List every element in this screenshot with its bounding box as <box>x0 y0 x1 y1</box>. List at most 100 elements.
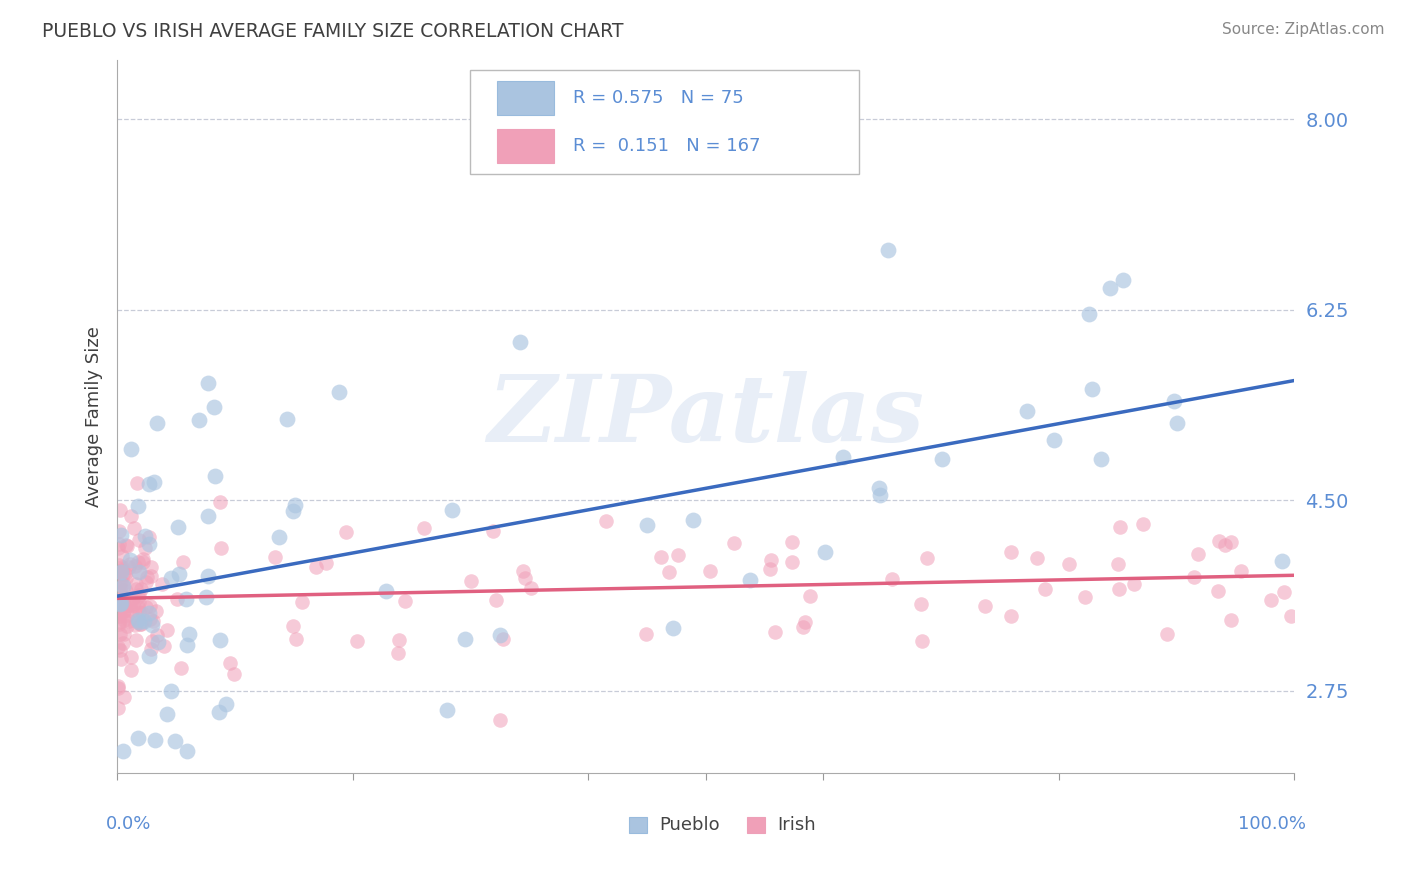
Point <box>868 481 890 495</box>
Point <box>108 615 131 630</box>
Point <box>128 605 150 619</box>
Point <box>110 601 132 615</box>
Point <box>662 621 685 635</box>
Point <box>387 646 409 660</box>
Point <box>519 582 541 596</box>
Point <box>328 385 350 400</box>
Point <box>124 559 146 574</box>
Point <box>141 634 163 648</box>
Point <box>1057 557 1080 571</box>
Point <box>129 616 152 631</box>
Point <box>139 599 162 613</box>
Point <box>267 530 290 544</box>
Point <box>118 552 141 566</box>
Point <box>159 683 181 698</box>
Point <box>115 539 138 553</box>
Point <box>135 599 157 614</box>
Point <box>759 552 782 566</box>
Point <box>291 595 314 609</box>
Point <box>1219 534 1241 549</box>
Point <box>112 603 135 617</box>
Point <box>112 690 135 705</box>
Point <box>440 502 463 516</box>
Point <box>1112 273 1135 287</box>
Point <box>1163 394 1185 409</box>
Point <box>108 524 131 538</box>
Point <box>792 620 814 634</box>
Point <box>111 563 134 577</box>
Point <box>179 626 201 640</box>
Point <box>208 633 231 648</box>
Point <box>763 624 786 639</box>
Point <box>1000 609 1022 624</box>
Point <box>120 558 142 572</box>
Point <box>153 639 176 653</box>
Point <box>110 564 132 578</box>
Point <box>111 582 134 597</box>
Point <box>276 412 298 426</box>
Point <box>197 509 219 524</box>
Point <box>132 555 155 569</box>
Point <box>491 632 513 646</box>
Point <box>138 648 160 663</box>
Point <box>112 579 135 593</box>
Point <box>120 650 142 665</box>
Point <box>108 586 131 600</box>
Point <box>115 584 138 599</box>
Point <box>636 518 658 533</box>
Point <box>128 566 150 580</box>
Point <box>110 642 132 657</box>
Point <box>111 549 134 564</box>
Point <box>488 628 510 642</box>
Point <box>142 475 165 489</box>
Point <box>1108 519 1130 533</box>
Point <box>121 591 143 606</box>
Text: ZIPatlas: ZIPatlas <box>488 371 924 461</box>
Point <box>208 706 231 720</box>
Point <box>159 571 181 585</box>
Point <box>128 533 150 547</box>
Point <box>1230 564 1253 578</box>
Text: R =  0.151   N = 167: R = 0.151 N = 167 <box>572 137 761 155</box>
Point <box>107 568 129 582</box>
Point <box>1270 554 1292 568</box>
Point <box>1080 382 1102 396</box>
Point <box>1260 592 1282 607</box>
Point <box>167 520 190 534</box>
Point <box>346 633 368 648</box>
Point <box>915 551 938 566</box>
Y-axis label: Average Family Size: Average Family Size <box>86 326 103 507</box>
Point <box>141 618 163 632</box>
Point <box>111 559 134 574</box>
Point <box>138 606 160 620</box>
Point <box>120 663 142 677</box>
Point <box>285 632 308 647</box>
Point <box>166 591 188 606</box>
Point <box>107 681 129 695</box>
Point <box>127 499 149 513</box>
Point <box>127 600 149 615</box>
Point <box>176 744 198 758</box>
Point <box>107 679 129 693</box>
Point <box>141 569 163 583</box>
Point <box>1043 434 1066 448</box>
Point <box>120 442 142 456</box>
Text: Source: ZipAtlas.com: Source: ZipAtlas.com <box>1222 22 1385 37</box>
Point <box>107 606 129 620</box>
Point <box>723 536 745 550</box>
Point <box>222 667 245 681</box>
Point <box>111 562 134 576</box>
Point <box>973 599 995 614</box>
Point <box>814 545 837 559</box>
Point <box>831 450 853 464</box>
FancyBboxPatch shape <box>498 81 554 115</box>
Point <box>115 538 138 552</box>
Point <box>127 555 149 569</box>
Point <box>117 618 139 632</box>
Text: Pueblo: Pueblo <box>659 816 720 834</box>
Point <box>128 588 150 602</box>
Point <box>121 604 143 618</box>
Point <box>513 571 536 585</box>
Point <box>1213 538 1236 552</box>
Point <box>115 599 138 613</box>
